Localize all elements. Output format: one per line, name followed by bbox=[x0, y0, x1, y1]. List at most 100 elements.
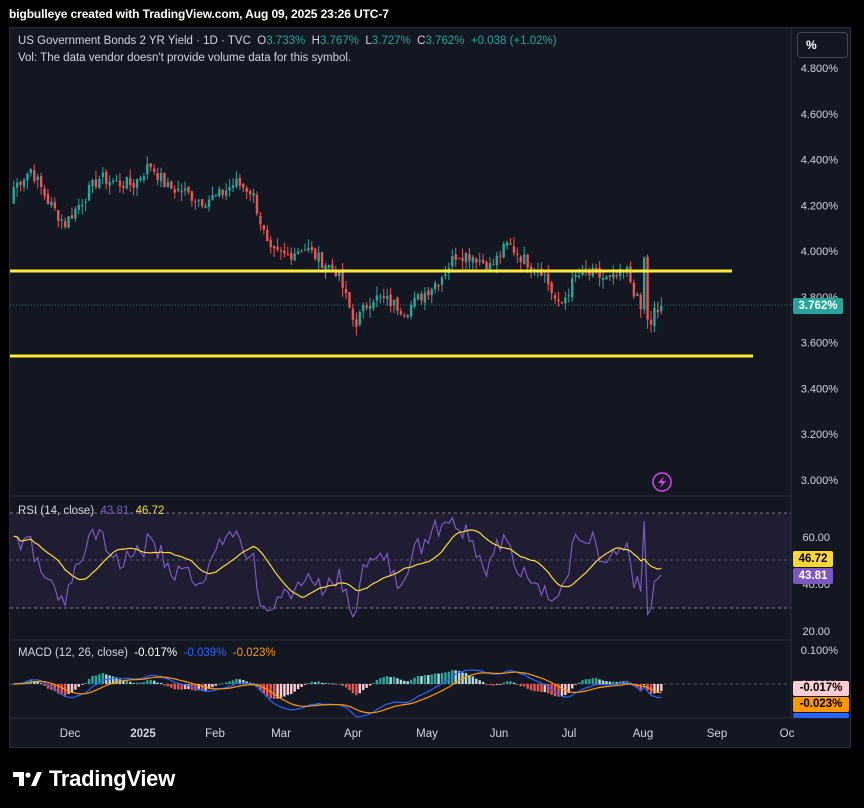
candle bbox=[204, 202, 207, 209]
lightning-icon[interactable] bbox=[652, 472, 672, 492]
candle bbox=[488, 256, 492, 270]
price-axis: 4.800%4.600%4.400%4.200%4.000%3.800%3.60… bbox=[801, 63, 839, 487]
macd-histogram-bar bbox=[464, 673, 468, 684]
candle bbox=[266, 225, 269, 242]
candle bbox=[81, 198, 84, 215]
tradingview-brand: TradingView bbox=[49, 766, 175, 791]
rsi-ma-value: 46.72 bbox=[135, 505, 165, 517]
candle-body bbox=[245, 187, 248, 192]
candle bbox=[660, 297, 663, 315]
candle-body bbox=[118, 180, 122, 186]
macd-histogram-bar bbox=[307, 682, 310, 684]
high-label: H bbox=[311, 35, 320, 47]
candle-body bbox=[338, 270, 341, 277]
candle bbox=[639, 292, 642, 318]
candle-body bbox=[519, 256, 523, 263]
candle bbox=[50, 197, 53, 208]
candle-body bbox=[77, 205, 81, 210]
macd-histogram-bar bbox=[235, 678, 238, 684]
candle bbox=[101, 166, 104, 185]
candle bbox=[242, 182, 245, 193]
rsi-line bbox=[13, 516, 662, 619]
candle-body bbox=[91, 180, 94, 187]
candle-body bbox=[567, 295, 570, 297]
tradingview-logo[interactable]: TradingView bbox=[11, 766, 175, 792]
macd-histogram-bar bbox=[218, 683, 221, 685]
macd-histogram-bar bbox=[379, 678, 382, 684]
candle bbox=[43, 185, 46, 200]
candle bbox=[560, 301, 564, 304]
candle bbox=[139, 175, 142, 183]
macd-histogram-bar bbox=[276, 684, 279, 699]
candle-body bbox=[553, 295, 557, 299]
macd-histogram-bar bbox=[382, 677, 385, 684]
candle-body bbox=[255, 194, 259, 214]
candle-body bbox=[146, 163, 149, 175]
candle bbox=[300, 249, 303, 253]
candle-body bbox=[601, 278, 605, 280]
candle-body bbox=[211, 195, 214, 200]
candle-body bbox=[156, 172, 159, 181]
candle-body bbox=[176, 188, 180, 191]
time-tick-label: Jul bbox=[562, 728, 577, 740]
candle-body bbox=[139, 178, 142, 180]
candle-body bbox=[382, 296, 385, 298]
creator-credit: bigbulleye created with TradingView.com,… bbox=[9, 7, 389, 21]
candle bbox=[327, 264, 331, 270]
candle-body bbox=[451, 256, 454, 267]
candle bbox=[36, 173, 39, 189]
candle bbox=[293, 247, 296, 262]
candle bbox=[642, 256, 646, 314]
chart-panel[interactable] bbox=[9, 27, 851, 748]
rsi-lines bbox=[13, 516, 662, 619]
candle-body bbox=[200, 199, 204, 207]
candle bbox=[574, 271, 577, 282]
macd-histogram-bar bbox=[296, 684, 300, 690]
candle bbox=[146, 156, 149, 180]
candle-body bbox=[122, 185, 125, 188]
candle-body bbox=[63, 221, 67, 227]
candle-body bbox=[286, 254, 290, 256]
candle-body bbox=[159, 173, 163, 182]
candle-body bbox=[608, 275, 612, 277]
macd-histogram-bar bbox=[139, 682, 142, 684]
candle bbox=[135, 178, 139, 197]
candle-body bbox=[588, 271, 591, 276]
macd-histogram-bar bbox=[207, 684, 211, 690]
macd-histogram-bar bbox=[451, 670, 454, 684]
candle bbox=[430, 287, 433, 304]
macd-legend: MACD (12, 26, close) -0.017% -0.039% -0.… bbox=[18, 647, 276, 659]
candle bbox=[283, 242, 286, 258]
candle bbox=[523, 246, 526, 265]
candle-body bbox=[372, 302, 375, 309]
candle-body bbox=[272, 245, 276, 249]
macd-histogram-bar bbox=[468, 675, 471, 684]
candle bbox=[211, 186, 214, 201]
candle-body bbox=[574, 274, 577, 277]
macd-histogram-bar bbox=[146, 680, 149, 684]
candle-body bbox=[111, 180, 115, 182]
percent-scale-button[interactable]: % bbox=[797, 32, 848, 58]
macd-histogram-bar bbox=[365, 684, 368, 688]
macd-histogram-bar bbox=[536, 684, 540, 692]
candle-body bbox=[135, 179, 139, 188]
candle-body bbox=[499, 255, 502, 257]
candle bbox=[166, 177, 170, 188]
candle-body bbox=[163, 173, 166, 188]
open-value: 3.733% bbox=[266, 35, 306, 47]
candle-body bbox=[43, 188, 46, 196]
macd-histogram-bar bbox=[399, 679, 403, 684]
candle-body bbox=[105, 171, 108, 185]
macd-histogram-bar bbox=[351, 684, 355, 694]
candle-body bbox=[53, 202, 57, 209]
candle-body bbox=[183, 188, 187, 191]
candle-body bbox=[399, 311, 403, 315]
candle bbox=[269, 235, 272, 254]
candle bbox=[108, 175, 111, 195]
candle bbox=[105, 169, 108, 190]
candle-body bbox=[39, 176, 43, 187]
macd-histogram-bar bbox=[396, 678, 399, 684]
macd-histogram-bar bbox=[557, 684, 560, 697]
macd-histogram-bar bbox=[320, 682, 324, 684]
